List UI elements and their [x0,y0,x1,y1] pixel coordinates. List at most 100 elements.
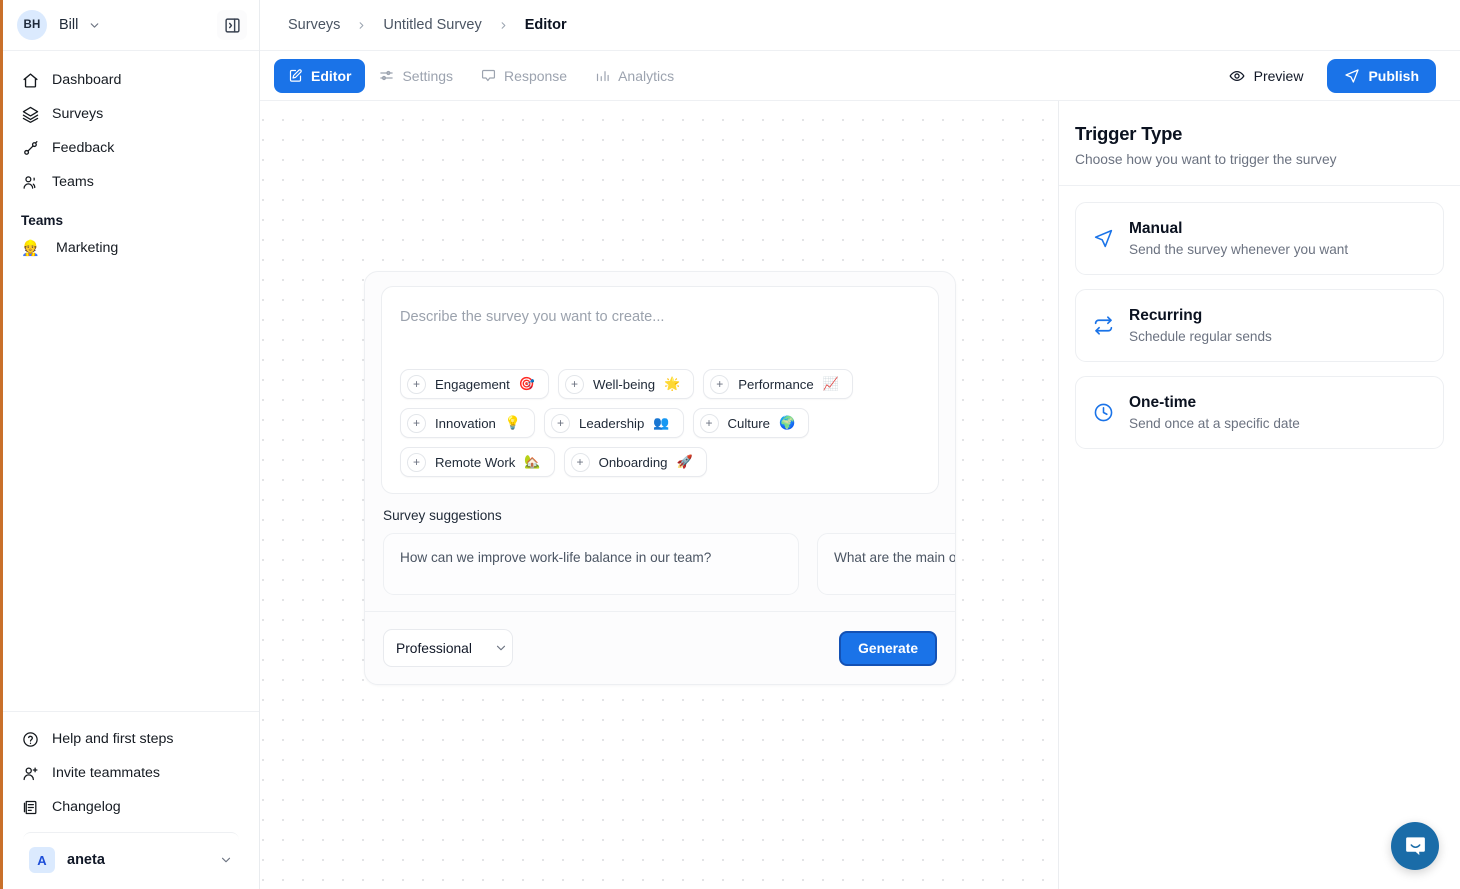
breadcrumb-item-editor[interactable]: Editor [524,17,567,33]
prompt-placeholder: Describe the survey you want to create..… [400,309,665,325]
pencil-square-icon [288,68,303,83]
rocket-icon: 🚀 [676,454,693,469]
sidebar-item-help[interactable]: Help and first steps [13,722,249,756]
user-account-switcher[interactable]: A aneta [23,832,239,879]
user-name: aneta [67,852,105,868]
repeat-icon [1092,315,1114,336]
breadcrumb: Surveys Untitled Survey Editor [260,0,1460,51]
survey-suggestions-list: How can we improve work-life balance in … [365,533,955,595]
survey-description-input[interactable]: Describe the survey you want to create..… [381,286,939,494]
org-avatar: BH [17,10,47,40]
tab-label: Response [504,67,568,84]
topic-chip-label: Leadership [579,415,645,431]
generate-button[interactable]: Generate [839,630,937,666]
trigger-panel-subtitle: Choose how you want to trigger the surve… [1075,152,1337,167]
tab-settings[interactable]: Settings [365,59,467,93]
plus-icon: + [407,452,426,472]
trigger-option-recurring[interactable]: Recurring Schedule regular sends [1075,289,1444,362]
trigger-option-desc: Send the survey whenever you want [1129,242,1349,257]
publish-button[interactable]: Publish [1327,58,1436,93]
sidebar-item-label: Invite teammates [52,765,161,781]
topic-chip-culture[interactable]: + Culture 🌍 [692,408,810,438]
tab-editor[interactable]: Editor [274,58,366,93]
topic-chip-innovation[interactable]: + Innovation 💡 [400,408,536,438]
panel-collapse-icon[interactable] [217,10,247,40]
survey-suggestions-title: Survey suggestions [383,508,502,523]
user-plus-icon [21,764,39,782]
topic-chip-label: Culture [727,415,771,431]
topic-chip-remote-work[interactable]: + Remote Work 🏡 [400,447,555,477]
chat-launcher-button[interactable] [1391,822,1439,870]
generator-footer: Professional Generate [365,611,955,684]
sidebar-item-label: Teams [52,174,94,190]
topic-chip-well-being[interactable]: + Well-being 🌟 [557,369,695,399]
sidebar-nav: Dashboard Surveys Feedback Teams [3,51,259,199]
ai-generator-card: Describe the survey you want to create..… [364,271,956,685]
plus-icon: + [710,374,730,394]
topic-chip-list: + Engagement 🎯 + Well-being 🌟 + [400,369,920,477]
eye-icon [1229,68,1245,84]
plus-icon: + [551,413,571,433]
trigger-option-label: One-time [1129,394,1197,411]
page-title: Trigger Type [1075,123,1183,144]
topic-chip-label: Performance [738,376,814,392]
breadcrumb-item-surveys[interactable]: Surveys [288,17,341,33]
sidebar: BH Bill Dashboard [3,0,260,889]
bar-chart-icon [595,68,610,83]
suggestion-card[interactable]: What are the main obstacles to your prod… [817,533,955,595]
trigger-option-label: Manual [1129,220,1183,237]
sidebar-footer: Help and first steps Invite teammates Ch… [3,711,259,889]
sidebar-item-feedback[interactable]: Feedback [13,131,249,165]
chat-bubble-icon [1403,834,1428,859]
question-circle-icon [21,730,39,748]
clock-icon [1092,402,1114,423]
topic-chip-performance[interactable]: + Performance 📈 [703,369,853,399]
plus-icon: + [407,374,426,394]
chart-increasing-icon: 📈 [822,376,839,391]
plus-icon: + [570,452,590,472]
chevron-down-icon[interactable] [88,19,101,32]
tab-label: Settings [402,67,454,84]
topic-chip-leadership[interactable]: + Leadership 👥 [544,408,684,438]
sidebar-item-invite[interactable]: Invite teammates [13,756,249,790]
trigger-type-panel: Trigger Type Choose how you want to trig… [1059,101,1460,889]
plus-icon: + [407,413,426,433]
trigger-option-manual[interactable]: Manual Send the survey whenever you want [1075,202,1444,275]
editor-canvas[interactable]: Describe the survey you want to create..… [260,101,1059,889]
survey-suggestions-section: Survey suggestions How can we improve wo… [365,494,955,595]
sidebar-item-label: Help and first steps [52,731,174,747]
chevron-right-icon [498,20,509,31]
trigger-option-desc: Send once at a specific date [1129,416,1300,431]
trigger-panel-header: Trigger Type Choose how you want to trig… [1059,101,1460,186]
tab-response[interactable]: Response [467,59,581,93]
sidebar-item-changelog[interactable]: Changelog [13,790,249,824]
body-split: Describe the survey you want to create..… [260,101,1460,889]
team-label: Marketing [56,240,119,256]
tab-bar-actions: Preview Publish [1219,58,1446,93]
house-icon: 🏡 [524,454,541,469]
topic-chip-onboarding[interactable]: + Onboarding 🚀 [563,447,707,477]
tone-select[interactable]: Professional [383,629,513,667]
sidebar-item-label: Surveys [52,106,104,122]
preview-button[interactable]: Preview [1219,62,1314,90]
publish-button-label: Publish [1368,67,1419,84]
trigger-option-one-time[interactable]: One-time Send once at a specific date [1075,376,1444,449]
sidebar-item-label: Dashboard [52,72,122,88]
sidebar-team-marketing[interactable]: 👷 Marketing [13,232,249,264]
layers-icon [21,105,39,123]
tab-label: Editor [311,67,352,84]
tab-analytics[interactable]: Analytics [581,59,688,93]
tab-label: Analytics [618,67,675,84]
sidebar-item-dashboard[interactable]: Dashboard [13,63,249,97]
breadcrumb-item-survey-name[interactable]: Untitled Survey [383,17,482,33]
sidebar-item-surveys[interactable]: Surveys [13,97,249,131]
preview-button-label: Preview [1253,67,1304,84]
topic-chip-engagement[interactable]: + Engagement 🎯 [400,369,549,399]
sidebar-item-teams[interactable]: Teams [13,165,249,199]
target-icon: 🎯 [518,376,535,391]
sidebar-item-label: Changelog [52,799,121,815]
star-icon: 🌟 [664,376,681,391]
suggestion-card[interactable]: How can we improve work-life balance in … [383,533,799,595]
construction-worker-icon: 👷 [21,240,40,257]
